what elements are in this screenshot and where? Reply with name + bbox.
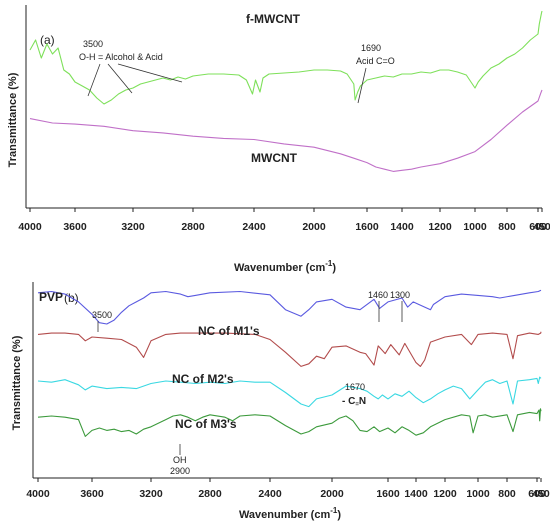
annot-a-oh-leader-3 bbox=[117, 63, 183, 83]
panel-b-ylabel: Transmittance (%) bbox=[11, 335, 23, 430]
annot-a-acid: Acid C=O bbox=[356, 56, 395, 66]
panel-a-series bbox=[29, 10, 543, 172]
x-tick-label-1200: 1200 bbox=[433, 488, 457, 500]
annot-b-2900: 2900 bbox=[170, 466, 190, 476]
x-tick-label-2000: 2000 bbox=[320, 488, 344, 500]
annot-b-1460: 1460 bbox=[368, 290, 388, 300]
x-tick-label-800: 800 bbox=[498, 488, 516, 500]
panel-b-xlabel: Wavenumber (cm-1) bbox=[239, 506, 341, 521]
annot-a-acid-leader bbox=[357, 67, 367, 104]
label-nc-m3: NC of M3's bbox=[175, 417, 237, 431]
series-line-pvp bbox=[37, 289, 542, 325]
series-line-nc-of-m1-s bbox=[37, 331, 542, 367]
x-tick-label-4000: 4000 bbox=[26, 488, 50, 500]
label-pvp: PVP bbox=[39, 290, 63, 304]
x-tick-label-1200: 1200 bbox=[428, 221, 452, 233]
series-line-mwcnt bbox=[29, 89, 543, 172]
x-tick-label-2800: 2800 bbox=[181, 221, 205, 233]
panel-a-xlabel: Wavenumber (cm-1) bbox=[234, 259, 336, 274]
x-tick-label-2000: 2000 bbox=[302, 221, 326, 233]
panel-b: (b) Transmittance (%) Wavenumber (cm-1) … bbox=[11, 282, 550, 521]
x-tick-label-1600: 1600 bbox=[376, 488, 400, 500]
x-tick-label-1600: 1600 bbox=[355, 221, 379, 233]
panel-a-tag: (a) bbox=[40, 33, 55, 47]
x-tick-label-450: 450 bbox=[533, 221, 550, 233]
panel-a: (a) Transmittance (%) Wavenumber (cm-1) … bbox=[7, 5, 550, 274]
annot-a-1690: 1690 bbox=[361, 43, 381, 53]
x-tick-label-600: 600 bbox=[529, 221, 547, 233]
annot-a-oh-leader-1 bbox=[87, 63, 101, 97]
x-tick-label-3600: 3600 bbox=[63, 221, 87, 233]
x-tick-label-3200: 3200 bbox=[139, 488, 163, 500]
x-tick-label-2400: 2400 bbox=[242, 221, 266, 233]
annot-b-1670: 1670 bbox=[345, 382, 365, 392]
annot-a-oh-leader-2 bbox=[107, 63, 133, 94]
x-tick-label-1000: 1000 bbox=[463, 221, 487, 233]
annot-b-3500: 3500 bbox=[92, 310, 112, 320]
x-tick-label-2400: 2400 bbox=[258, 488, 282, 500]
x-tick-label-2800: 2800 bbox=[198, 488, 222, 500]
series-line-f-mwcnt bbox=[29, 10, 543, 105]
x-tick-label-1400: 1400 bbox=[404, 488, 428, 500]
x-tick-label-600: 600 bbox=[528, 488, 546, 500]
annot-b-1300: 1300 bbox=[390, 290, 410, 300]
label-nc-m1: NC of M1's bbox=[198, 324, 260, 338]
panel-a-x-ticks: 4000 3600 3200 2800 2400 2000 1600 1400 1200 1000… bbox=[18, 208, 550, 233]
x-tick-label-1400: 1400 bbox=[390, 221, 414, 233]
annot-b-cn: - C=N bbox=[342, 396, 366, 408]
x-tick-label-450: 450 bbox=[532, 488, 550, 500]
x-tick-label-1000: 1000 bbox=[466, 488, 490, 500]
panel-b-x-ticks: 4000 3600 3200 2800 2400 2000 1600 1400 1200 1000… bbox=[26, 478, 550, 500]
x-tick-label-800: 800 bbox=[498, 221, 516, 233]
panel-a-ylabel: Transmittance (%) bbox=[7, 72, 19, 167]
panel-b-series bbox=[37, 289, 542, 437]
series-line-nc-of-m2-s bbox=[37, 376, 542, 408]
series-line-nc-of-m3-s bbox=[37, 408, 542, 437]
label-f-mwcnt: f-MWCNT bbox=[246, 12, 301, 26]
annot-a-3500: 3500 bbox=[83, 39, 103, 49]
annot-b-oh: OH bbox=[173, 455, 187, 465]
label-mwcnt: MWCNT bbox=[251, 151, 298, 165]
x-tick-label-3600: 3600 bbox=[80, 488, 104, 500]
label-nc-m2: NC of M2's bbox=[172, 372, 234, 386]
x-tick-label-4000: 4000 bbox=[18, 221, 42, 233]
annot-a-oh: O-H = Alcohol & Acid bbox=[79, 52, 163, 62]
x-tick-label-3200: 3200 bbox=[121, 221, 145, 233]
